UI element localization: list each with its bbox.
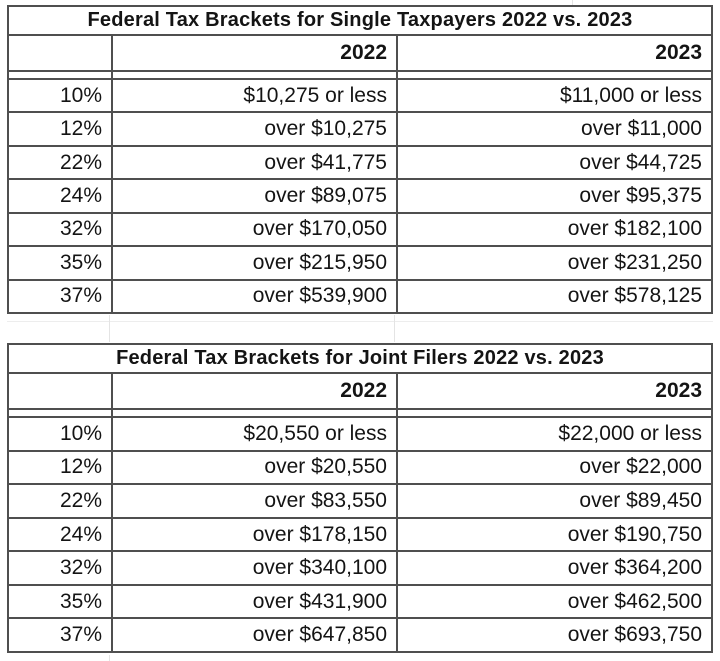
rate-cell: 24% xyxy=(59,183,102,207)
value-2022-cell: over $10,275 xyxy=(111,113,396,145)
rate-cell: 35% xyxy=(59,589,102,613)
background-gridline xyxy=(572,0,573,5)
rate-cell: 32% xyxy=(59,556,102,580)
table-row: 12% over $20,550 over $22,000 xyxy=(9,449,711,484)
table-row: 32% over $340,100 over $364,200 xyxy=(9,550,711,584)
value-2022-cell: $10,275 or less xyxy=(111,80,396,112)
rate-cell: 12% xyxy=(59,117,102,141)
table-body: 10% $20,550 or less $22,000 or less 12% … xyxy=(9,416,711,652)
value-2023-cell: over $190,750 xyxy=(396,518,711,551)
table-header-row: 2022 2023 xyxy=(9,36,711,72)
rate-cell: 35% xyxy=(59,250,102,274)
value-2023-cell: over $89,450 xyxy=(396,485,711,517)
value-2022-cell: over $41,775 xyxy=(111,146,396,179)
value-2022-cell: over $539,900 xyxy=(111,280,396,312)
value-2023-cell: over $44,725 xyxy=(396,146,711,179)
header-2023: 2023 xyxy=(396,374,711,408)
value-2023-cell: over $462,500 xyxy=(396,585,711,618)
value-2022-cell: over $431,900 xyxy=(111,585,396,618)
rate-cell: 10% xyxy=(59,421,102,445)
table-row: 24% over $89,075 over $95,375 xyxy=(9,178,711,212)
value-2023-cell: over $22,000 xyxy=(396,451,711,484)
value-2022-cell: over $215,950 xyxy=(111,247,396,279)
table-row: 37% over $647,850 over $693,750 xyxy=(9,617,711,652)
table-row: 24% over $178,150 over $190,750 xyxy=(9,516,711,551)
rate-cell: 22% xyxy=(59,488,102,512)
table-row: 35% over $431,900 over $462,500 xyxy=(9,583,711,618)
value-2022-cell: over $647,850 xyxy=(111,619,396,652)
value-2022-cell: over $89,075 xyxy=(111,180,396,212)
value-2022-cell: $20,550 or less xyxy=(111,418,396,450)
header-divider-gap xyxy=(9,410,711,416)
value-2023-cell: over $95,375 xyxy=(396,180,711,212)
table-title: Federal Tax Brackets for Joint Filers 20… xyxy=(9,345,711,374)
rate-cell: 22% xyxy=(59,150,102,174)
single-taxpayers-table: Federal Tax Brackets for Single Taxpayer… xyxy=(7,5,713,314)
rate-cell: 10% xyxy=(59,83,102,107)
value-2023-cell: $11,000 or less xyxy=(396,80,711,112)
value-2022-cell: over $170,050 xyxy=(111,213,396,246)
background-gridline xyxy=(7,321,713,322)
table-row: 10% $10,275 or less $11,000 or less xyxy=(9,80,711,112)
header-2022: 2022 xyxy=(111,36,396,70)
value-2022-cell: over $83,550 xyxy=(111,485,396,517)
header-rate-blank xyxy=(9,36,111,70)
header-rate-blank xyxy=(9,374,111,408)
table-row: 37% over $539,900 over $578,125 xyxy=(9,278,711,312)
rate-cell: 12% xyxy=(59,455,102,479)
value-2022-cell: over $340,100 xyxy=(111,552,396,584)
joint-filers-table: Federal Tax Brackets for Joint Filers 20… xyxy=(7,343,713,653)
value-2023-cell: over $578,125 xyxy=(396,280,711,312)
table-row: 22% over $41,775 over $44,725 xyxy=(9,144,711,179)
table-row: 35% over $215,950 over $231,250 xyxy=(9,245,711,279)
header-divider-gap xyxy=(9,72,711,78)
table-row: 12% over $10,275 over $11,000 xyxy=(9,111,711,145)
table-row: 10% $20,550 or less $22,000 or less xyxy=(9,418,711,450)
value-2023-cell: over $364,200 xyxy=(396,552,711,584)
table-title: Federal Tax Brackets for Single Taxpayer… xyxy=(9,7,711,36)
header-2023: 2023 xyxy=(396,36,711,70)
table-row: 32% over $170,050 over $182,100 xyxy=(9,211,711,246)
table-header-row: 2022 2023 xyxy=(9,374,711,410)
header-2022: 2022 xyxy=(111,374,396,408)
value-2022-cell: over $20,550 xyxy=(111,451,396,484)
background-gridline xyxy=(394,315,395,342)
value-2023-cell: over $11,000 xyxy=(396,113,711,145)
value-2023-cell: over $182,100 xyxy=(396,213,711,246)
rate-cell: 37% xyxy=(59,623,102,647)
background-gridline xyxy=(109,315,110,342)
value-2022-cell: over $178,150 xyxy=(111,518,396,551)
rate-cell: 24% xyxy=(59,522,102,546)
value-2023-cell: over $231,250 xyxy=(396,247,711,279)
rate-cell: 32% xyxy=(59,217,102,241)
rate-cell: 37% xyxy=(59,284,102,308)
value-2023-cell: $22,000 or less xyxy=(396,418,711,450)
value-2023-cell: over $693,750 xyxy=(396,619,711,652)
table-row: 22% over $83,550 over $89,450 xyxy=(9,483,711,517)
background-gridline xyxy=(109,655,110,661)
table-body: 10% $10,275 or less $11,000 or less 12% … xyxy=(9,78,711,312)
